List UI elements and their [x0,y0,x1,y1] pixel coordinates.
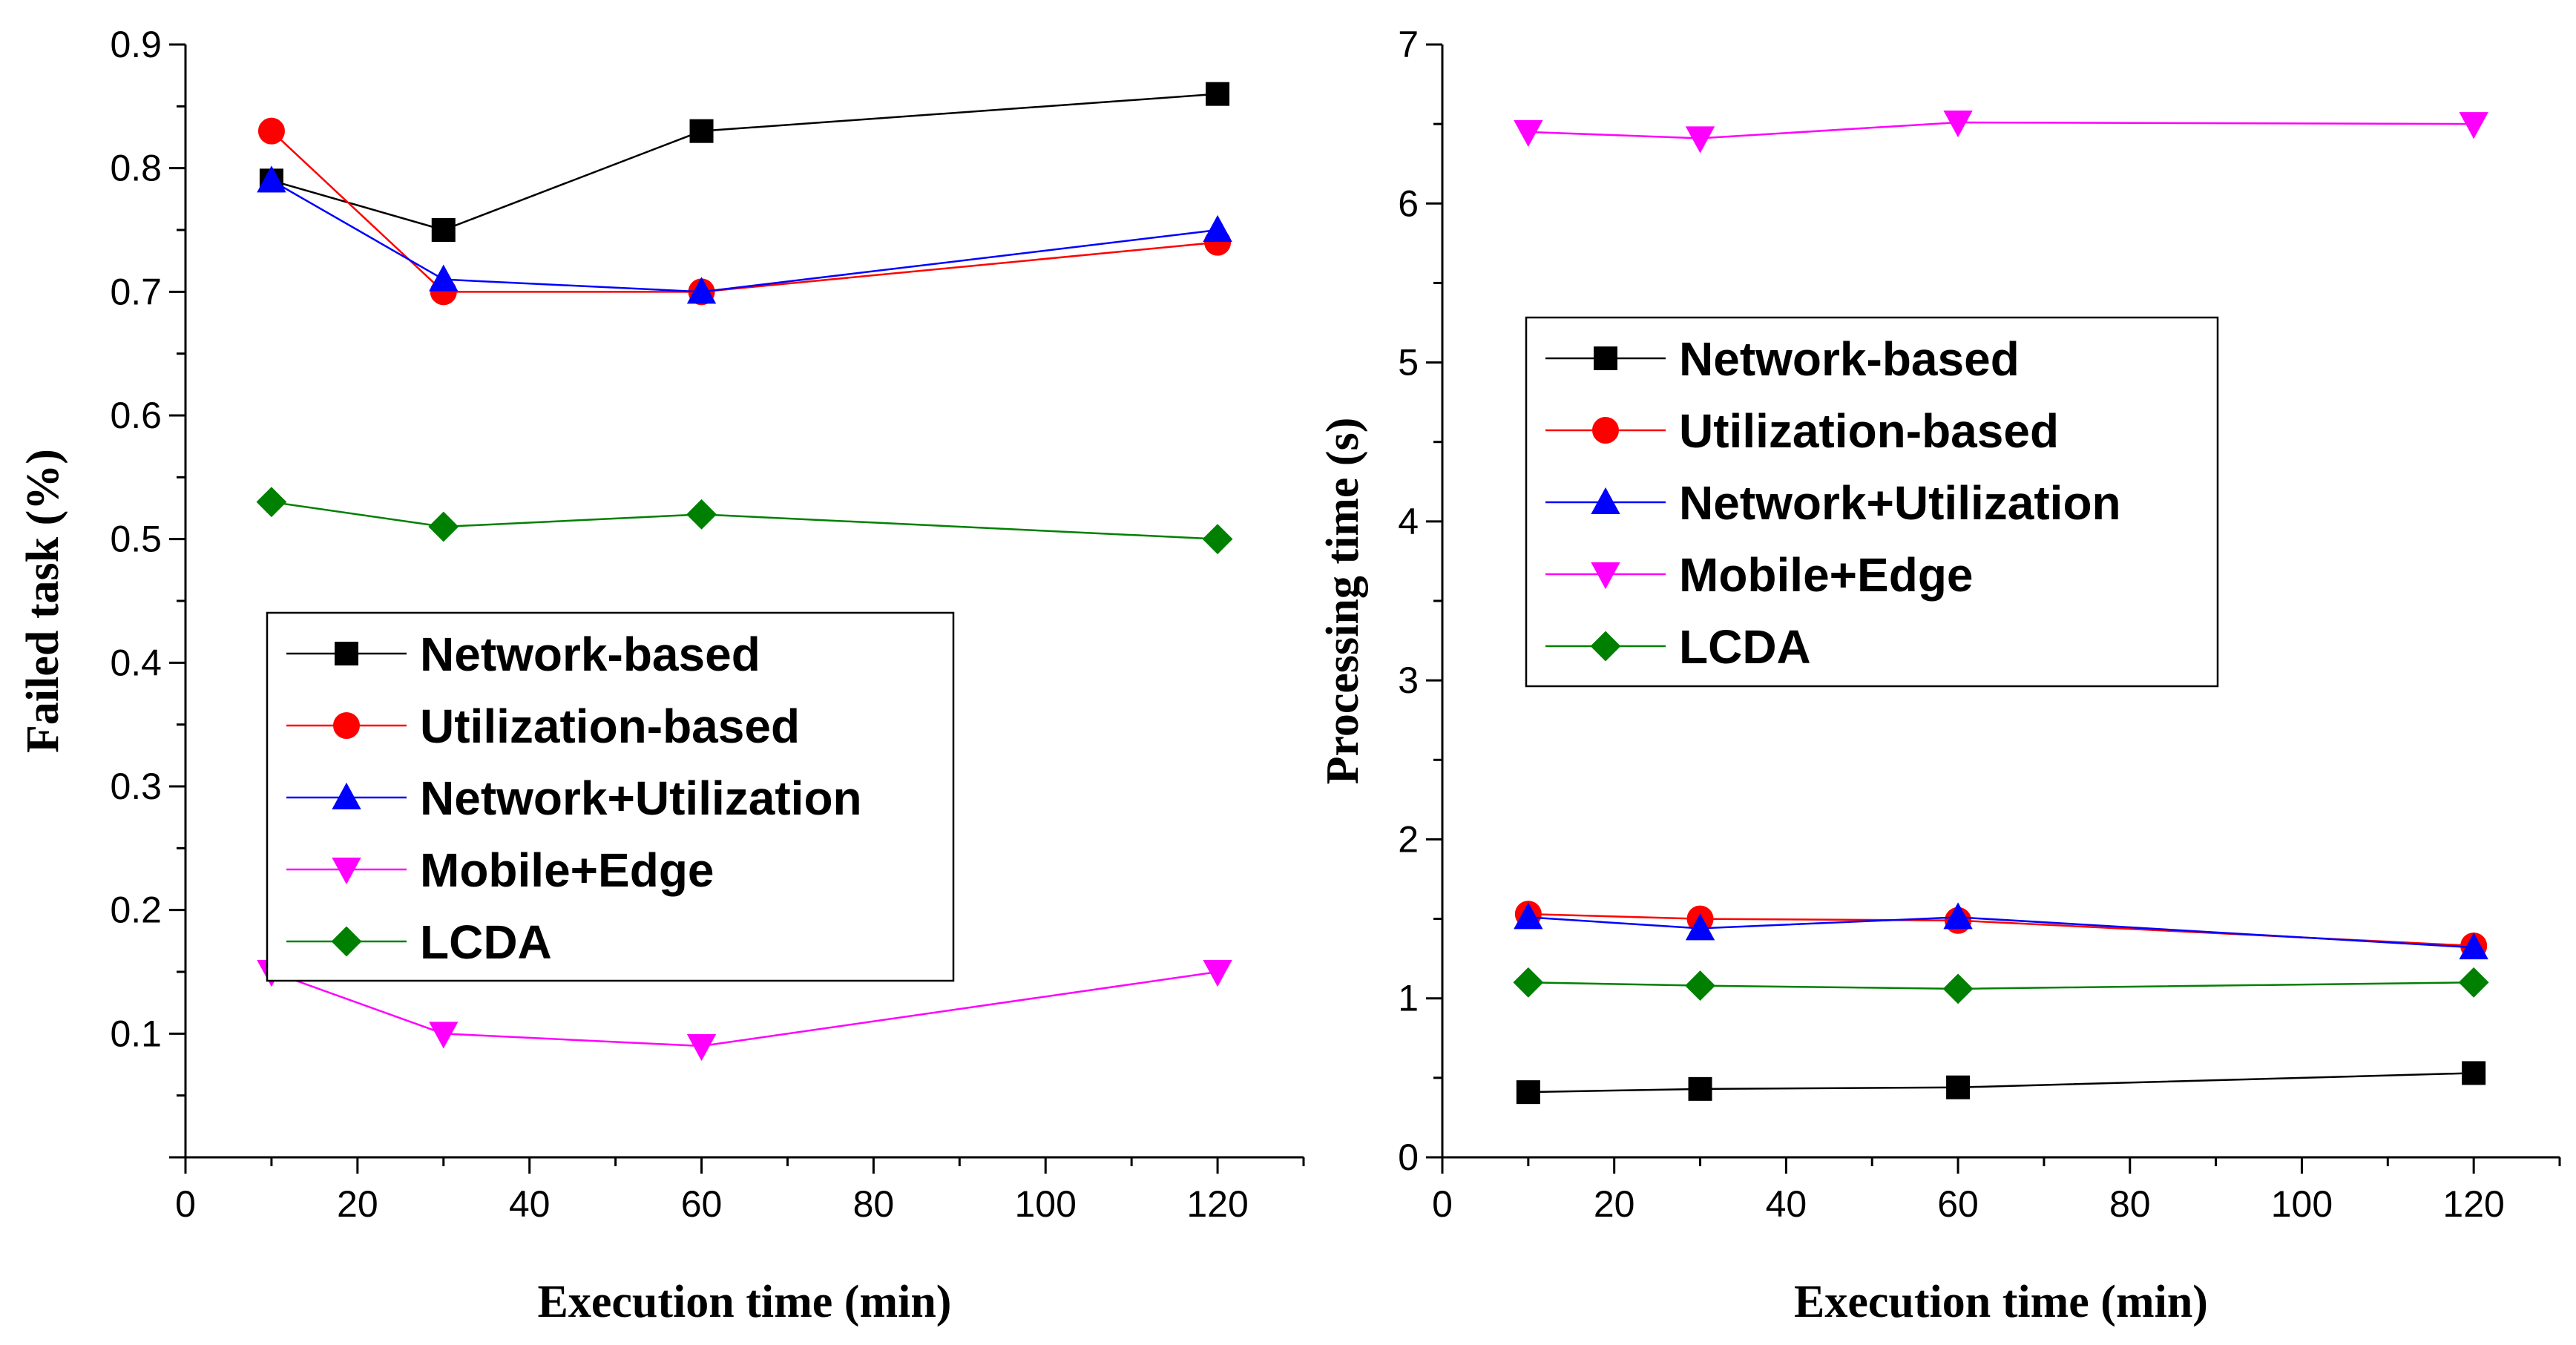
data-point [686,277,717,304]
legend-label: Utilization-based [420,700,800,753]
x-tick-label: 80 [2109,1183,2151,1225]
x-tick-label: 100 [2271,1183,2333,1225]
legend-marker [1592,417,1619,444]
data-point [1206,82,1230,106]
x-axis-title: Execution time (min) [538,1277,952,1327]
data-point [257,117,285,145]
legend-marker [333,712,360,739]
data-point [429,264,459,292]
x-axis-title: Execution time (min) [1794,1277,2208,1327]
x-tick-label: 40 [509,1183,551,1225]
data-point [1946,1075,1971,1099]
y-tick-label: 0.8 [110,148,162,189]
y-tick-label: 6 [1398,182,1419,224]
y-tick-label: 2 [1398,818,1419,860]
y-tick-label: 0.2 [110,889,162,931]
data-point [1516,1080,1540,1105]
data-point [1514,119,1543,147]
legend-marker [1591,487,1620,514]
x-tick-label: 20 [337,1183,378,1225]
data-point [431,218,456,242]
series-line [271,130,1218,293]
data-point [1688,1076,1712,1101]
x-tick-label: 80 [853,1183,895,1225]
x-tick-label: 60 [1937,1183,1979,1225]
x-tick-label: 120 [1186,1183,1248,1225]
y-tick-label: 3 [1398,660,1419,701]
legend-label: Network+Utilization [420,772,862,825]
data-point [1685,913,1715,941]
y-tick-label: 0.7 [110,271,162,312]
legend-label: Mobile+Edge [1679,548,1974,602]
y-tick-label: 4 [1398,501,1419,542]
x-tick-label: 60 [681,1183,723,1225]
legend-marker [332,782,361,809]
series-line [1528,1072,2474,1094]
y-axis-title: Processing time (s) [1318,418,1368,785]
series-line [271,501,1218,540]
series-line [271,180,1218,293]
y-axis-title: Failed task (%) [18,449,68,753]
legend-label: LCDA [420,915,552,969]
data-point [1513,967,1544,998]
data-point [256,487,287,518]
legend-label: Network+Utilization [1679,476,2121,530]
legend-marker [1591,562,1620,590]
data-point [1943,111,1973,138]
legend-label: LCDA [1679,620,1811,674]
data-point [428,511,459,542]
data-point [1685,970,1715,1001]
legend-marker [1590,631,1621,662]
data-point [2459,933,2488,960]
legend-label: Mobile+Edge [420,843,714,897]
data-point [1514,902,1543,930]
data-point [257,165,286,193]
data-point [686,1034,717,1062]
x-tick-label: 0 [175,1183,196,1225]
data-point [1203,214,1232,242]
data-point [2462,1061,2486,1085]
y-tick-label: 1 [1398,978,1419,1019]
y-tick-label: 5 [1398,342,1419,384]
data-point [1942,973,1974,1004]
data-point [1203,960,1232,987]
series-line [271,93,1218,231]
processing-time-chart: 0 20 40 60 80 100 120 0 1 2 3 4 5 6 7 Execution time (m… [1318,24,2561,1327]
x-tick-label: 100 [1015,1183,1077,1225]
legend-marker [332,858,361,885]
y-tick-label: 0.6 [110,395,162,436]
y-tick-label: 0.4 [110,642,162,683]
x-tick-label: 120 [2442,1183,2504,1225]
y-tick-label: 0.5 [110,519,162,560]
series-line [271,970,1218,1048]
y-tick-label: 0.9 [110,24,162,65]
x-tick-label: 40 [1766,1183,1807,1225]
series-line [1528,916,2474,949]
series-line [1528,121,2474,139]
y-tick-label: 7 [1398,24,1419,65]
data-point [429,1022,459,1049]
data-point [686,499,717,530]
legend-label: Network-based [1679,332,2020,386]
legend-marker [1594,346,1617,370]
data-point [1943,902,1973,930]
x-tick-label: 0 [1432,1183,1453,1225]
legend-marker [331,926,362,957]
data-point [689,119,714,143]
failed-task-chart: 0 20 40 60 80 100 120 0.1 0.2 0.3 0.4 0.5 0.6 0.7 0.8 0… [18,24,1305,1327]
data-point [2458,967,2489,998]
y-tick-label: 0.3 [110,766,162,807]
y-tick-label: 0 [1398,1137,1419,1178]
legend-marker [335,642,358,665]
series-line [1528,981,2474,990]
data-point [2459,112,2488,139]
legend-label: Network-based [420,628,760,681]
data-point [1685,126,1715,154]
data-point [1202,524,1233,555]
legend-label: Utilization-based [1679,404,2059,458]
y-tick-label: 0.1 [110,1013,162,1054]
x-tick-label: 20 [1594,1183,1635,1225]
